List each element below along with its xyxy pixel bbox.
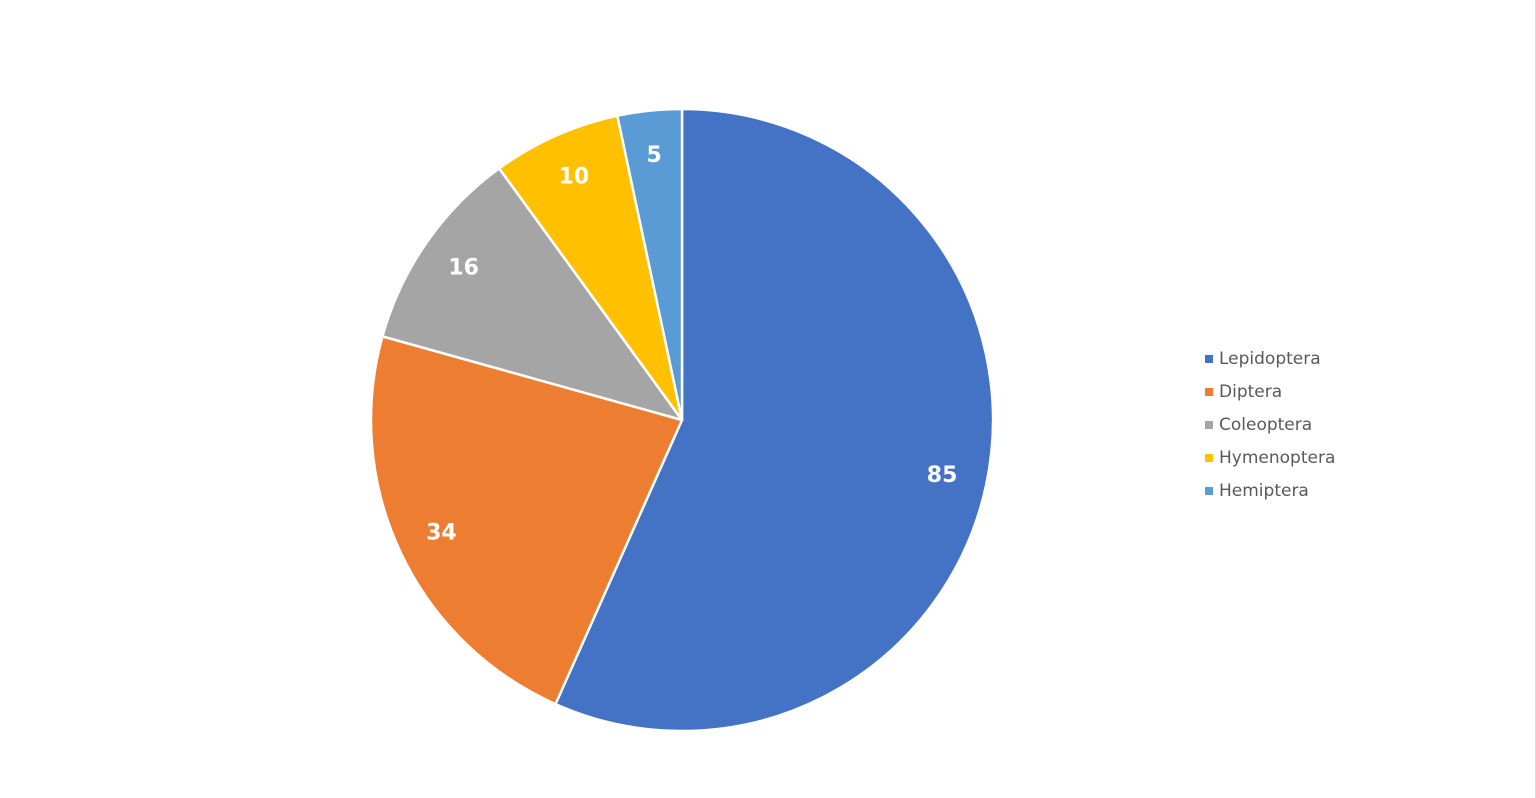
legend-item-hymenoptera: Hymenoptera	[1205, 441, 1425, 474]
legend-swatch-icon	[1205, 453, 1213, 462]
pie-slice-diptera	[369, 335, 684, 706]
legend-item-diptera: Diptera	[1205, 375, 1425, 408]
legend-swatch-icon	[1205, 387, 1213, 396]
data-label-lepidoptera: 85	[927, 463, 958, 488]
data-label-coleoptera: 16	[448, 256, 479, 281]
legend-label: Diptera	[1219, 381, 1283, 402]
legend-item-coleoptera: Coleoptera	[1205, 408, 1425, 441]
data-label-hemiptera: 5	[647, 143, 662, 168]
pie-slice-hymenoptera	[497, 114, 684, 422]
legend: Lepidoptera Diptera Coleoptera Hymenoptera H…	[1205, 342, 1425, 507]
pie-slice-hemiptera	[616, 107, 684, 422]
legend-label: Hemiptera	[1219, 480, 1309, 501]
legend-label: Coleoptera	[1219, 414, 1313, 435]
pie-data-labels: 85 34 16 10 5	[426, 143, 957, 546]
data-label-diptera: 34	[426, 521, 457, 546]
pie-slices	[369, 107, 995, 733]
legend-item-lepidoptera: Lepidoptera	[1205, 342, 1425, 375]
legend-swatch-icon	[1205, 420, 1213, 429]
pie-slice-lepidoptera	[554, 107, 995, 733]
legend-swatch-icon	[1205, 486, 1213, 495]
data-label-hymenoptera: 10	[559, 165, 590, 190]
legend-label: Lepidoptera	[1219, 348, 1321, 369]
legend-swatch-icon	[1205, 354, 1213, 363]
legend-item-hemiptera: Hemiptera	[1205, 474, 1425, 507]
pie-slice-coleoptera	[381, 167, 684, 422]
legend-label: Hymenoptera	[1219, 447, 1336, 468]
